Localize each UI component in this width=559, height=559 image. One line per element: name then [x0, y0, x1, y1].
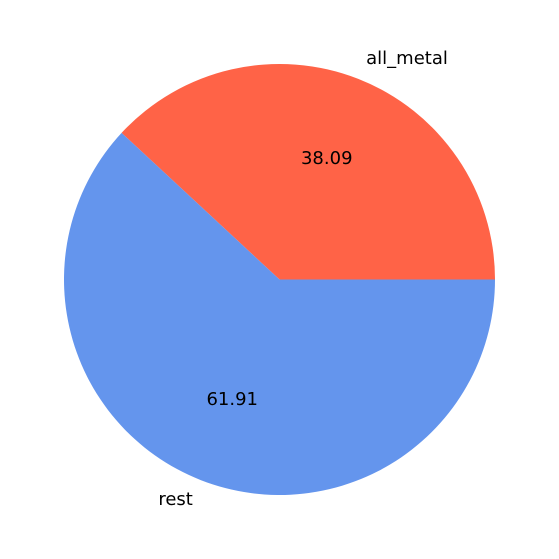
- slice-label-rest: rest: [158, 489, 193, 510]
- pie-slice-rest: [63, 132, 495, 495]
- pie-slice-all-metal: [121, 64, 496, 280]
- pie-slices: [63, 64, 496, 495]
- value-label-all-metal: 38.09: [301, 148, 353, 169]
- pie-labels: all_metal 38.09 rest 61.91: [158, 48, 448, 510]
- slice-label-all-metal: all_metal: [366, 48, 448, 69]
- value-label-rest: 61.91: [206, 389, 258, 410]
